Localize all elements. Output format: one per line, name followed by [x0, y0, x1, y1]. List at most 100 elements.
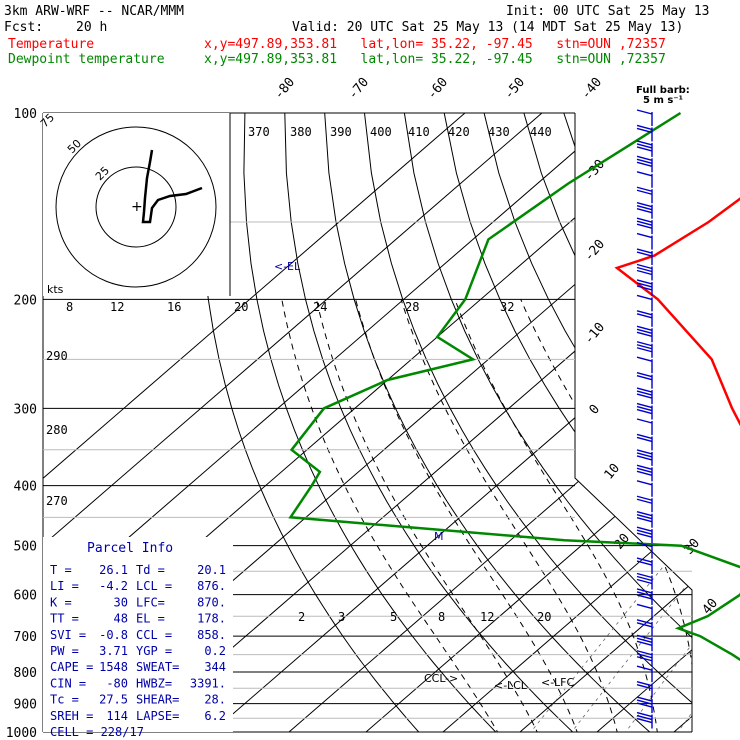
barb-feather [636, 285, 653, 291]
dry-adiabat [403, 113, 692, 732]
wind-barb [636, 449, 653, 466]
barb-feather [636, 517, 653, 523]
forecast-hour: 20 h [76, 20, 108, 35]
theta-label: 370 [248, 125, 270, 139]
hodograph-trace [141, 149, 203, 224]
isotherm [365, 113, 692, 732]
temperature-legend: Temperature [8, 37, 95, 52]
wind-barb [636, 665, 653, 683]
barb-feather [636, 717, 653, 724]
dewpoint-profile [288, 111, 740, 662]
theta-label: 430 [488, 125, 510, 139]
parcel-info-panel: Parcel Info T = 26.1 Td = 20.1 LI = -4.2 LCL =… [43, 537, 233, 739]
barb-feather [636, 186, 653, 192]
parcel-value: 26.1 [99, 563, 128, 577]
wind-barb [636, 557, 653, 575]
parcel-key: CCL = [136, 628, 172, 642]
parcel-value: 6.2 [204, 709, 226, 723]
barb-feather [636, 248, 653, 254]
pressure-label: 200 [14, 293, 37, 308]
barb-feather [636, 393, 653, 399]
dry-adiabat [284, 113, 588, 732]
mixing-ratio-label: 5 [390, 610, 397, 624]
barb-feather [636, 634, 653, 640]
barb-feather [636, 514, 653, 520]
barb-feather [636, 402, 653, 409]
mixing-ratio-label: 2 [298, 610, 305, 624]
barb-feather [636, 603, 653, 610]
barb-feather [636, 449, 653, 455]
dewpoint-location: x,y=497.89,353.81 lat,lon= 35.22, -97.45… [204, 52, 666, 67]
parcel-value: -80 [106, 676, 128, 690]
barb-feather [636, 640, 653, 646]
isotherm [288, 113, 692, 732]
barb-feather [636, 405, 653, 412]
parcel-value: 28. [204, 693, 226, 707]
barb-feather [636, 480, 653, 486]
parcel-key: Tc = [50, 693, 79, 707]
barb-feather [636, 294, 653, 301]
el-marker: EL [287, 260, 301, 273]
parcel-value: 20.1 [197, 563, 226, 577]
wind-barb [636, 171, 653, 188]
barb-feather [636, 665, 653, 671]
isotherm-label: 0 [587, 402, 604, 418]
isotherm [442, 113, 692, 732]
lfc-marker: LFC [554, 676, 574, 689]
parcel-key: YGP = [136, 644, 172, 658]
barb-legend-line2: 5 m s⁻¹ [643, 95, 683, 106]
pressure-label: 600 [14, 589, 37, 604]
barb-feather [636, 696, 653, 702]
barb-feather [636, 637, 653, 643]
wind-barb [636, 650, 653, 667]
barb-feather [636, 325, 653, 331]
parcel-value: -0.8 [99, 628, 128, 642]
barb-feather [636, 711, 653, 718]
parcel-value: 344 [204, 660, 226, 674]
wind-barb [636, 124, 653, 142]
barb-feather [636, 310, 653, 316]
barb-legend-line1: Full barb: [636, 85, 690, 96]
wind-barb [636, 371, 653, 389]
temperature-location: x,y=497.89,353.81 lat,lon= 35.22, -97.45… [204, 37, 666, 52]
barb-feather [636, 511, 653, 517]
dry-adiabat-label: 290 [46, 349, 68, 363]
hodo-units: kts [47, 283, 64, 296]
parcel-key: TT = [50, 612, 79, 626]
barb-feather [636, 532, 653, 538]
parcel-value: 178. [197, 612, 226, 626]
dry-adiabat [324, 113, 666, 732]
mixing-ratio-line [520, 312, 692, 732]
theta-label: 420 [448, 125, 470, 139]
wind-barb [636, 603, 653, 621]
barb-feather [636, 622, 653, 628]
barb-feather [636, 452, 653, 458]
barb-feather [636, 127, 653, 134]
barb-feather [636, 158, 653, 165]
parcel-key: EL = [136, 612, 165, 626]
barb-feather [636, 526, 653, 532]
wind-barb [636, 186, 653, 204]
barb-feather [636, 619, 653, 625]
barb-feather [636, 205, 653, 211]
barb-feather [636, 356, 653, 362]
wind-barb [636, 140, 653, 157]
lcl-marker: LCL [507, 679, 528, 692]
barb-feather [636, 470, 653, 477]
theta-label: 410 [408, 125, 430, 139]
pressure-label: 400 [14, 480, 37, 495]
parcel-key: LI = [50, 579, 79, 593]
mixing-ratio-label: 16 [167, 300, 181, 314]
right-axis [574, 113, 693, 732]
barb-feather [636, 572, 653, 579]
parcel-title: Parcel Info [87, 541, 173, 556]
parcel-value: 27.5 [99, 693, 128, 707]
dry-adiabat [200, 113, 431, 732]
parcel-key: CIN = [50, 676, 86, 690]
barb-feather [636, 171, 653, 177]
valid-time: Valid: 20 UTC Sat 25 May 13 (14 MDT Sat … [292, 20, 684, 35]
mixing-ratio-label: 24 [313, 300, 327, 314]
dry-adiabat [523, 113, 692, 732]
barb-feather [636, 588, 653, 594]
wind-barb [636, 294, 653, 312]
